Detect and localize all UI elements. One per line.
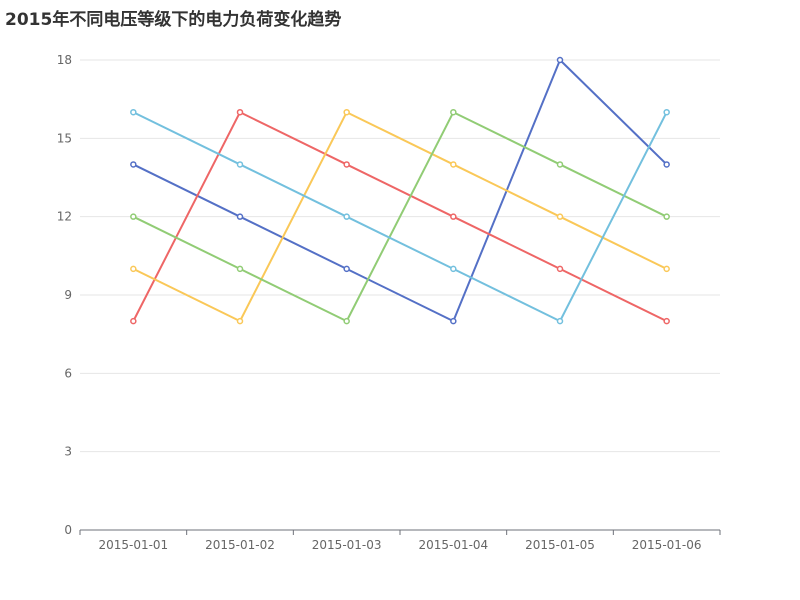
data-point bbox=[343, 161, 350, 168]
y-tick-label: 15 bbox=[57, 131, 72, 145]
data-point bbox=[663, 213, 670, 220]
data-point bbox=[343, 265, 350, 273]
grid-lines bbox=[80, 59, 720, 453]
data-point bbox=[343, 317, 350, 325]
y-axis: 0 3 6 9 12 15 18 bbox=[57, 53, 72, 537]
data-point bbox=[556, 56, 564, 64]
data-point bbox=[130, 161, 137, 168]
x-tick-label: 2015-01-03 bbox=[312, 538, 382, 552]
series-lines bbox=[130, 56, 670, 325]
data-point bbox=[450, 317, 457, 325]
data-point bbox=[556, 161, 564, 168]
data-point bbox=[450, 108, 457, 116]
series-line-3 bbox=[132, 111, 668, 323]
series-line-1 bbox=[132, 59, 668, 323]
y-tick-label: 3 bbox=[64, 445, 72, 459]
y-tick-label: 12 bbox=[57, 210, 72, 224]
x-tick-label: 2015-01-06 bbox=[632, 538, 702, 552]
data-point bbox=[343, 213, 350, 220]
series-line-2 bbox=[132, 111, 668, 323]
data-point bbox=[236, 265, 244, 273]
series-line-4 bbox=[132, 111, 668, 323]
data-point bbox=[236, 317, 244, 325]
data-point bbox=[130, 265, 137, 273]
data-point bbox=[663, 161, 670, 168]
x-axis: 2015-01-01 2015-01-02 2015-01-03 2015-01-04… bbox=[79, 529, 721, 552]
x-tick-label: 2015-01-02 bbox=[205, 538, 275, 552]
data-point bbox=[663, 265, 670, 273]
y-tick-label: 18 bbox=[57, 53, 72, 67]
data-point bbox=[450, 161, 457, 168]
data-point bbox=[236, 213, 244, 220]
data-point bbox=[236, 108, 244, 116]
x-tick-label: 2015-01-01 bbox=[98, 538, 168, 552]
data-point bbox=[663, 108, 670, 116]
x-tick-label: 2015-01-05 bbox=[525, 538, 595, 552]
y-tick-label: 0 bbox=[64, 523, 72, 537]
data-point bbox=[556, 265, 564, 273]
x-tick-label: 2015-01-04 bbox=[418, 538, 488, 552]
data-point bbox=[130, 317, 137, 325]
data-point bbox=[130, 213, 137, 220]
chart-title: 2015年不同电压等级下的电力负荷变化趋势 bbox=[5, 10, 342, 30]
series-line-5 bbox=[132, 111, 668, 323]
data-point bbox=[343, 108, 350, 116]
data-point bbox=[450, 213, 457, 220]
data-point bbox=[556, 213, 564, 220]
data-point bbox=[663, 317, 670, 325]
y-tick-label: 6 bbox=[64, 366, 72, 380]
data-point bbox=[556, 317, 564, 325]
data-point bbox=[450, 265, 457, 273]
y-tick-label: 9 bbox=[64, 288, 72, 302]
data-point bbox=[130, 108, 137, 116]
data-point bbox=[236, 161, 244, 168]
